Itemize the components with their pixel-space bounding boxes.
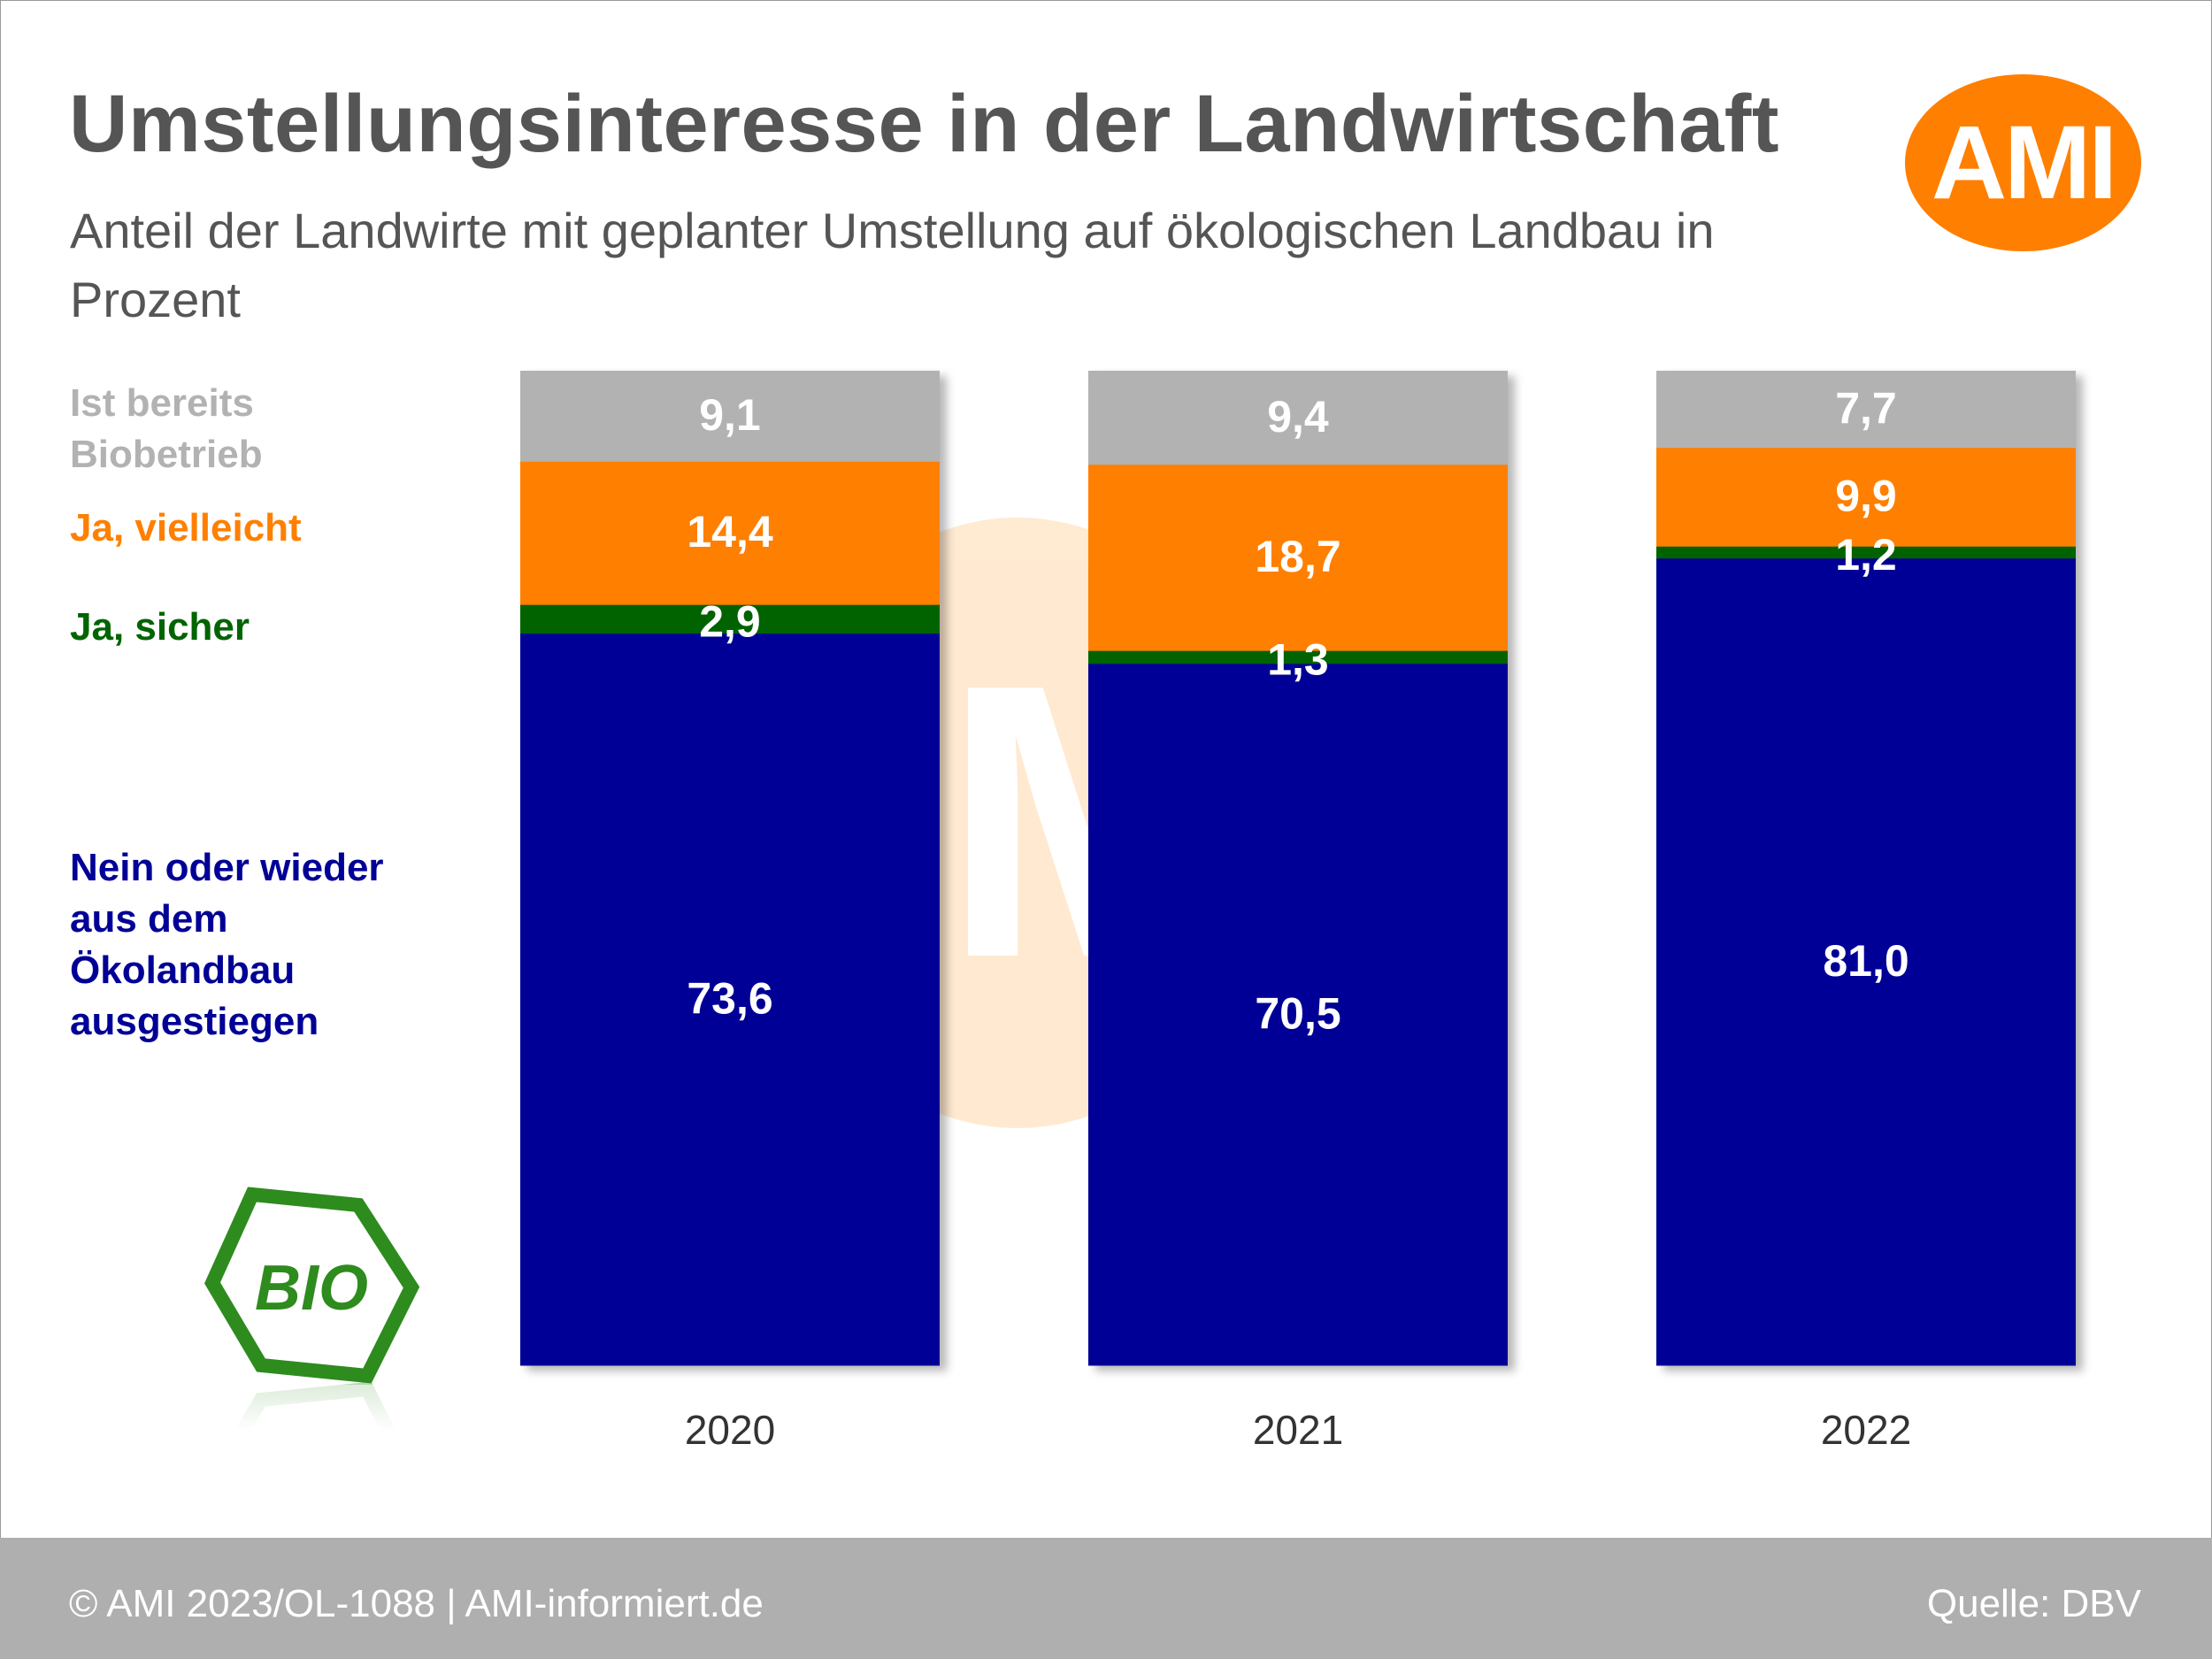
legend-biobetrieb: Ist bereits Biobetrieb: [70, 381, 263, 476]
x-axis: 2020 2021 2022: [685, 1407, 1911, 1453]
data-label-nein-2021: 70,5: [1255, 988, 1340, 1038]
bars-group: 73,6 2,9 14,4 9,1 70,5 1,3 18,7 9,4 81,0 1,2 9,9 7,…: [520, 371, 2076, 1366]
bar-nein-2021: [1088, 663, 1508, 1366]
ami-logo: AMI: [1905, 74, 2141, 251]
data-label-vielleicht-2022: 9,9: [1835, 471, 1897, 520]
bar-biobetrieb-2020: [520, 371, 940, 462]
bio-badge-text: BIO: [255, 1253, 368, 1324]
bar-biobetrieb-2022: [1656, 371, 2076, 449]
bar-vielleicht-2020: [520, 461, 940, 605]
x-tick-label-2021: 2021: [1253, 1407, 1343, 1453]
stacked-bar-chart: AMI 73,62,914,49,170,51,318,79,481,01,29…: [520, 371, 2076, 1453]
bar-stack-2021: [1088, 371, 1508, 1366]
data-label-nein-2020: 73,6: [687, 973, 772, 1023]
x-tick-label-2022: 2022: [1821, 1407, 1911, 1453]
bar-nein-2020: [520, 633, 940, 1366]
data-label-sicher-2020: 2,9: [699, 596, 761, 646]
data-label-sicher-2021: 1,3: [1267, 634, 1329, 684]
legend-vielleicht: Ja, vielleicht: [70, 506, 302, 549]
bar-sicher-2022: [1656, 546, 2076, 559]
bio-hexagon-icon: BIO: [204, 1187, 420, 1384]
bar-nein-2022: [1656, 557, 2076, 1366]
chart-title: Umstellungsinteresse in der Landwirtscha…: [69, 79, 1780, 169]
chart-subtitle: Anteil der Landwirte mit geplanter Umste…: [70, 203, 1715, 327]
data-label-biobetrieb-2022: 7,7: [1835, 383, 1897, 433]
bar-sicher-2021: [1088, 650, 1508, 664]
copyright-link[interactable]: © AMI 2023/OL-1088 | AMI-informiert.de: [69, 1582, 764, 1625]
bar-vielleicht-2022: [1656, 447, 2076, 547]
legend-nein: Nein oder wieder aus dem Ökolandbau ausg…: [70, 846, 384, 1043]
bio-badge-icon: BIO: [204, 1187, 434, 1486]
footer-bar: © AMI 2023/OL-1088 | AMI-informiert.de Q…: [0, 1538, 2212, 1659]
data-label-nein-2022: 81,0: [1823, 936, 1909, 986]
data-label-biobetrieb-2020: 9,1: [699, 390, 761, 440]
data-label-sicher-2022: 1,2: [1835, 530, 1897, 580]
data-label-vielleicht-2021: 18,7: [1255, 532, 1340, 581]
source-note: Quelle: DBV: [1926, 1582, 2141, 1625]
bar-vielleicht-2021: [1088, 464, 1508, 651]
bar-biobetrieb-2021: [1088, 371, 1508, 465]
bar-stack-2020: [520, 371, 940, 1366]
data-label-vielleicht-2020: 14,4: [687, 507, 773, 557]
legend-sicher: Ja, sicher: [70, 605, 250, 649]
data-label-biobetrieb-2021: 9,4: [1267, 392, 1329, 442]
x-tick-label-2020: 2020: [685, 1407, 775, 1453]
bar-sicher-2020: [520, 604, 940, 634]
bar-stack-2022: [1656, 371, 2076, 1366]
